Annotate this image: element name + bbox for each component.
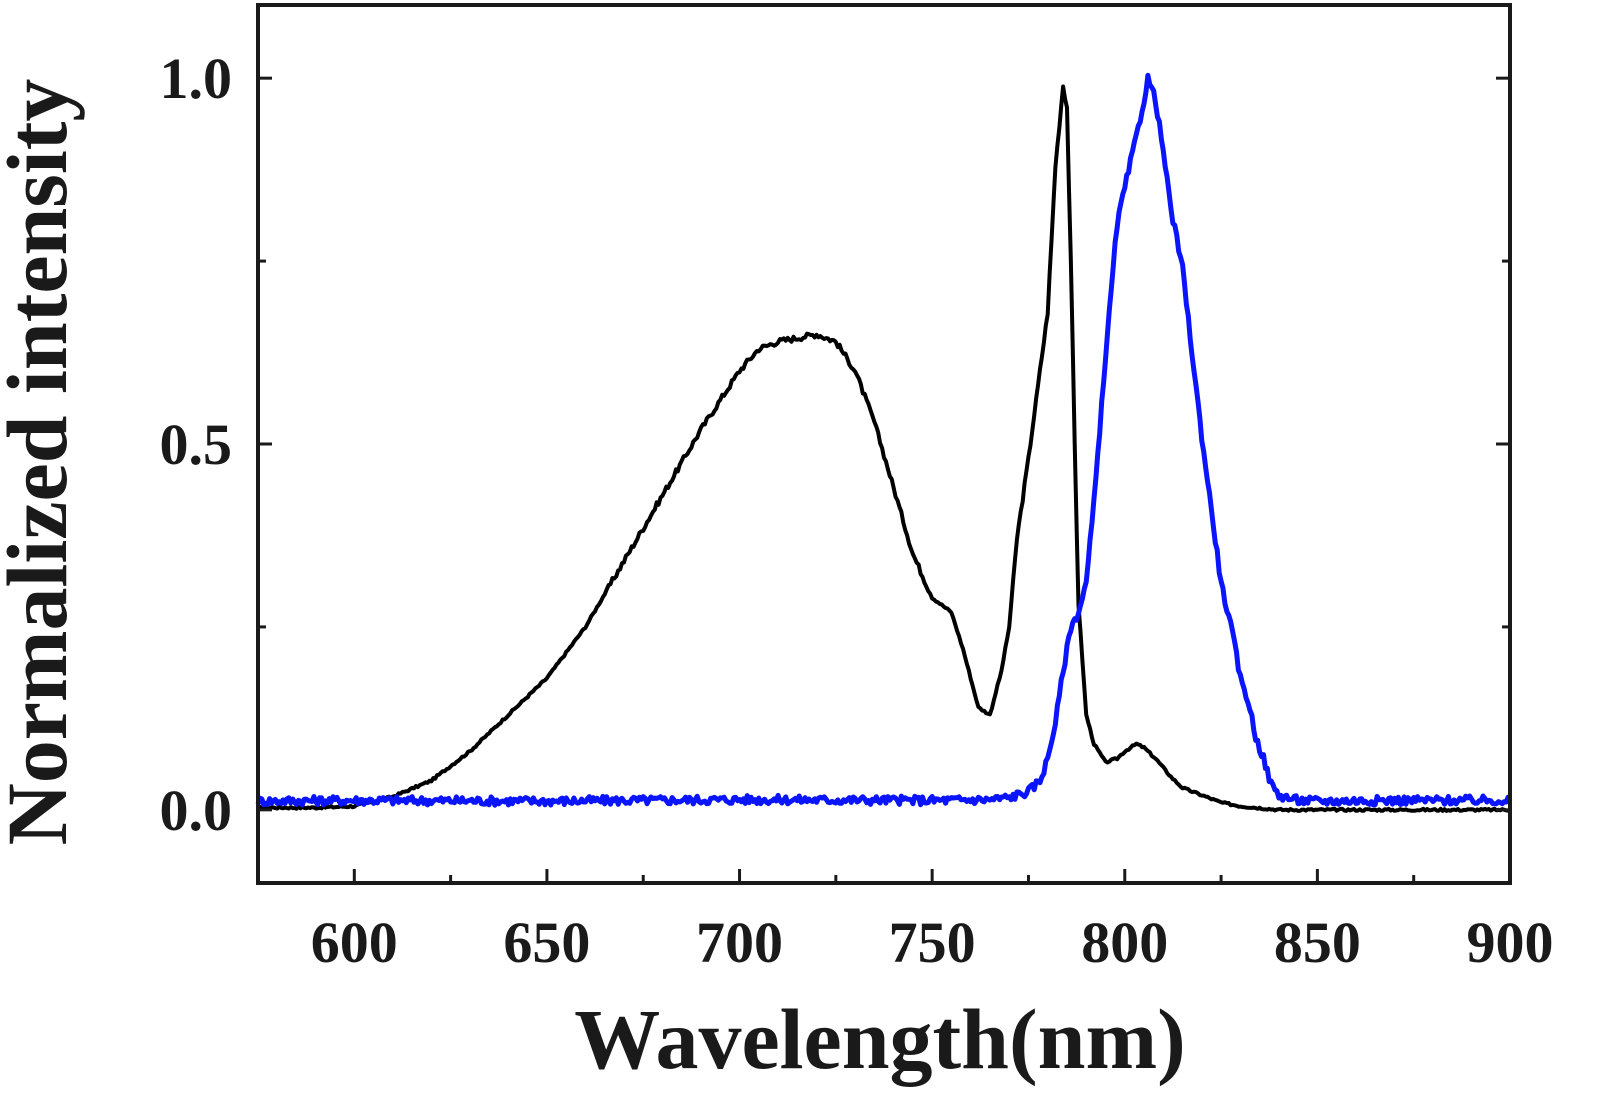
x-tick-label: 900: [1467, 910, 1554, 975]
series-line-blue-spectrum: [255, 72, 1513, 808]
x-tick-label: 700: [696, 910, 783, 975]
plot-frame: [256, 3, 1512, 885]
y-axis-title: Normalized intensity: [0, 79, 85, 846]
x-tick-label: 650: [503, 910, 590, 975]
series-layer: [255, 72, 1513, 813]
series-line-black-spectrum: [257, 84, 1511, 813]
y-tick-labels: 0.0 0.5 1.0: [160, 46, 233, 843]
x-tick-labels: 600 650 700 750 800 850 900: [311, 910, 1554, 975]
y-tick-label: 0.0: [160, 778, 233, 843]
x-tick-label: 800: [1081, 910, 1168, 975]
x-tick-label: 850: [1274, 910, 1361, 975]
y-tick-label: 1.0: [160, 46, 233, 111]
y-tick-label: 0.5: [160, 412, 233, 477]
axis-ticks: [256, 76, 1512, 883]
x-axis-title: Wavelength(nm): [574, 991, 1186, 1087]
x-tick-label: 750: [889, 910, 976, 975]
x-tick-label: 600: [311, 910, 398, 975]
